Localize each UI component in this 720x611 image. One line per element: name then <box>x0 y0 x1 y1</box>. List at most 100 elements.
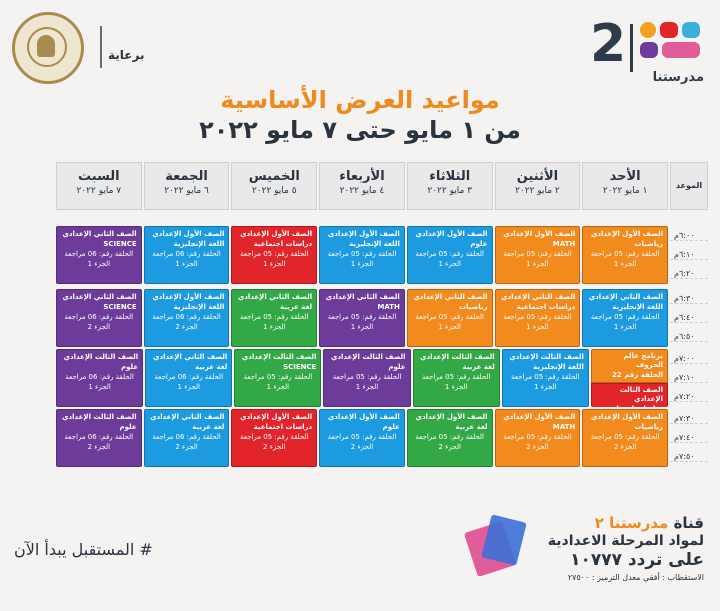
program-episode: الحلقة رقم: 05 مراجعة <box>239 250 309 258</box>
program-grade: الصف الثالث الإعدادي <box>509 353 584 361</box>
day-header-tuesday: الثلاثاء ٣ مايو ٢٠٢٢ <box>406 162 493 210</box>
time-slots: ٧:٣٠م ٧:٤٠م ٧:٥٠م <box>670 409 708 467</box>
program-grade: الصف الثاني الإعدادي <box>588 293 663 301</box>
day-date: ٥ مايو ٢٠٢٢ <box>251 186 297 196</box>
program-episode: الحلقة رقم: 06 مراجعة <box>64 250 134 258</box>
program-part: الجزء 1 <box>88 383 111 391</box>
program-subject: لغة عربية <box>192 423 225 431</box>
program-episode: الحلقة رقم: 06 مراجعة <box>64 433 134 441</box>
day-date: ٤ مايو ٢٠٢٢ <box>339 186 385 196</box>
program-grade: الصف الثاني الإعدادي <box>153 353 228 361</box>
program-episode: الحلقة رقم: 05 مراجعة <box>239 433 309 441</box>
program-part: الجزء 1 <box>526 260 549 268</box>
program-cell-split: برنامج عالم الحروف الحلقة رقم 22 الصف الثا… <box>590 349 668 407</box>
brand-name: مدرستنا <box>652 70 704 85</box>
program-grade: الصف الأول الإعدادي <box>590 230 663 238</box>
day-name: الجمعة <box>165 169 208 184</box>
program-subject: MATH <box>552 423 576 431</box>
program-episode: الحلقة رقم: 05 مراجعة <box>327 313 397 321</box>
program-part: الجزء 1 <box>534 383 557 391</box>
program-subject: لغة عربية <box>455 423 488 431</box>
channel-prefix: قناة <box>673 514 704 532</box>
time-slot: ٦:٣٠م <box>670 294 708 304</box>
decorative-books-icon <box>462 512 528 578</box>
program-grade: الصف الأول الإعدادي <box>590 413 663 421</box>
time-slot: ٦:٥٠م <box>670 332 708 343</box>
time-slots: ٦:٠٠م ٦:١٠م ٦:٢٠م <box>670 226 708 284</box>
program-cell: الصف الثالث الإعدادي اللغة الإنجليزية الحل… <box>501 349 589 407</box>
program-subject: لغة عربية <box>462 363 495 371</box>
program-part: الجزء 2 <box>87 323 111 331</box>
program-subject: الحلقة رقم 22 <box>612 371 663 379</box>
program-cell: الصف الثالث الإعدادي علوم الحلقة رقم: 06 م… <box>55 409 142 467</box>
program-episode: الحلقة رقم: 05 مراجعة <box>503 433 572 441</box>
channel-line: قناة مدرستنا ٢ <box>524 514 704 532</box>
day-name: السبت <box>78 169 120 184</box>
day-date: ٦ مايو ٢٠٢٢ <box>164 186 209 196</box>
program-grade: الصف الأول الإعدادي <box>240 230 313 238</box>
program-subject: رياضيات <box>634 423 663 431</box>
program-part: الجزء 1 <box>526 323 549 331</box>
program-grade: الصف الثاني الإعدادي <box>325 293 400 301</box>
program-subject: MATH <box>552 240 576 248</box>
program-cell: الصف الأول الإعدادي اللغة الإنجليزية الحلق… <box>319 226 405 284</box>
day-header-monday: الأثنين ٢ مايو ٢٠٢٢ <box>494 162 581 210</box>
day-name: الثلاثاء <box>429 169 471 184</box>
program-part: الجزء 2 <box>526 443 549 451</box>
program-cell: الصف الأول الإعدادي MATH الحلقة رقم: 05 مر… <box>494 226 581 284</box>
program-episode: الحلقة رقم: 05 مراجعة <box>421 373 491 381</box>
day-name: الأثنين <box>516 169 559 184</box>
program-cell: الصف الأول الإعدادي علوم الحلقة رقم: 05 مر… <box>319 409 405 467</box>
time-slot: ٧:٤٠م <box>670 433 708 443</box>
program-subject: MATH <box>377 303 400 311</box>
program-part: الجزء 1 <box>175 260 198 268</box>
program-subject: SCIENCE <box>103 240 137 248</box>
program-episode: الحلقة رقم: 05 مراجعة <box>590 433 660 441</box>
page-title: مواعيد العرض الأساسية <box>220 86 500 114</box>
program-part: الجزء 1 <box>613 260 637 268</box>
time-slot: ٦:١٠م <box>670 250 708 260</box>
program-grade: الصف الثاني الإعدادي <box>501 293 576 301</box>
program-cell: الصف الثالث الإعدادي علوم الحلقة رقم: 06 م… <box>56 349 144 407</box>
program-episode: الحلقة رقم: 05 مراجعة <box>327 433 397 441</box>
channel-tech-info: الاستقطاب : أفقي معدل الترميز : ٢٧٥٠٠ <box>567 573 704 582</box>
program-episode: الحلقة رقم: 06 مراجعة <box>152 250 221 258</box>
program-grade: الصف الأول الإعدادي <box>327 413 400 421</box>
program-cell: الصف الأول الإعدادي دراسات اجتماعية الحلقة… <box>231 226 318 284</box>
program-episode: الحلقة رقم: 05 مراجعة <box>332 373 402 381</box>
program-grade: الصف الأول الإعدادي <box>415 230 488 238</box>
program-cell: الصف الثاني الإعدادي SCIENCE الحلقة رقم: 0… <box>55 226 142 284</box>
program-subject: اللغة الإنجليزية <box>612 303 663 311</box>
program-subject: اللغة الإنجليزية <box>349 240 400 248</box>
schedule-row: ٦:٠٠م ٦:١٠م ٦:٢٠م الصف الأول الإعدادي رياضيا… <box>55 226 708 284</box>
program-grade: الصف الأول الإعدادي <box>152 230 225 238</box>
program-cell: الصف الثاني الإعدادي SCIENCE الحلقة رقم: 0… <box>55 289 142 347</box>
program-episode: الحلقة رقم: 05 مراجعة <box>415 313 484 321</box>
program-episode: الحلقة رقم: 05 مراجعة <box>243 373 313 381</box>
time-slot: ٧:٣٠م <box>670 414 708 424</box>
time-slot: ٦:٤٠م <box>670 313 708 323</box>
time-header-label: الموعد <box>675 181 703 190</box>
program-episode: الحلقة رقم: 06 مراجعة <box>154 373 224 381</box>
program-cell: الصف الثاني الإعدادي دراسات اجتماعية الحلق… <box>494 289 581 347</box>
program-subject: دراسات اجتماعية <box>516 303 576 311</box>
program-part: الجزء 2 <box>175 323 198 331</box>
program-subject: لغة عربية <box>195 363 228 371</box>
program-grade: الصف الأول الإعدادي <box>415 413 488 421</box>
ministry-logo-block: برعاية <box>12 12 162 84</box>
program-part: الجزء 1 <box>613 323 637 331</box>
program-episode: الحلقة رقم: 05 مراجعة <box>415 250 484 258</box>
program-episode: الحلقة رقم: 05 مراجعة <box>239 313 309 321</box>
divider <box>100 26 102 68</box>
logo-tiles-icon <box>640 22 702 70</box>
program-subject: اللغة الإنجليزية <box>173 240 225 248</box>
program-grade: الصف الثالث الإعدادي <box>420 353 495 361</box>
time-slot: ٧:١٠م <box>670 373 708 383</box>
program-subject: علوم <box>388 363 406 371</box>
program-part: الجزء 2 <box>87 443 111 451</box>
program-cell: الصف الأول الإعدادي دراسات اجتماعية الحلقة… <box>231 409 318 467</box>
channel-info: قناة مدرستنا ٢ لمواد المرحلة الاعدادية ع… <box>524 514 704 582</box>
program-subject: رياضيات <box>458 303 488 311</box>
program-subject: رياضيات <box>634 240 663 248</box>
program-grade: الصف الأول الإعدادي <box>152 293 225 301</box>
